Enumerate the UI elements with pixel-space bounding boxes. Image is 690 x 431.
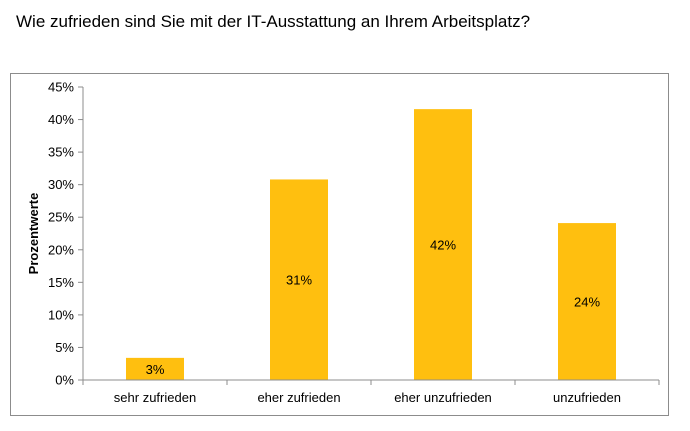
y-axis-label: Prozentwerte: [26, 193, 41, 275]
y-tick-label: 5%: [55, 340, 74, 355]
y-tick-label: 20%: [48, 242, 74, 257]
page-title: Wie zufrieden sind Sie mit der IT-Aussta…: [16, 12, 531, 31]
y-tick-label: 45%: [48, 80, 74, 95]
x-tick-label: eher zufrieden: [257, 390, 340, 405]
bar-value-label: 42%: [430, 238, 456, 253]
bars: [126, 109, 616, 380]
bar: [270, 179, 328, 380]
bar: [126, 357, 184, 380]
y-tick-label: 15%: [48, 275, 74, 290]
bar-value-label: 31%: [286, 273, 312, 288]
y-tick-label: 10%: [48, 307, 74, 322]
bar-value-label: 24%: [574, 295, 600, 310]
y-tick-label: 40%: [48, 112, 74, 127]
x-tick-label: eher unzufrieden: [394, 390, 492, 405]
y-tick-label: 35%: [48, 145, 74, 160]
y-axis-ticks: 0% 5% 10% 15% 20% 25% 30% 35% 40% 45%: [48, 80, 83, 388]
x-axis-ticks: sehr zufrieden eher zufrieden eher unzufri…: [82, 380, 660, 405]
x-tick-label: sehr zufrieden: [114, 390, 196, 405]
y-tick-label: 30%: [48, 177, 74, 192]
bar-value-label: 3%: [146, 362, 165, 377]
y-tick-label: 0%: [55, 373, 74, 388]
bar: [558, 223, 616, 380]
y-tick-label: 25%: [48, 210, 74, 225]
x-tick-label: unzufrieden: [553, 390, 621, 405]
bar-data-labels: 3% 31% 42% 24%: [146, 238, 601, 377]
bar: [414, 109, 472, 380]
